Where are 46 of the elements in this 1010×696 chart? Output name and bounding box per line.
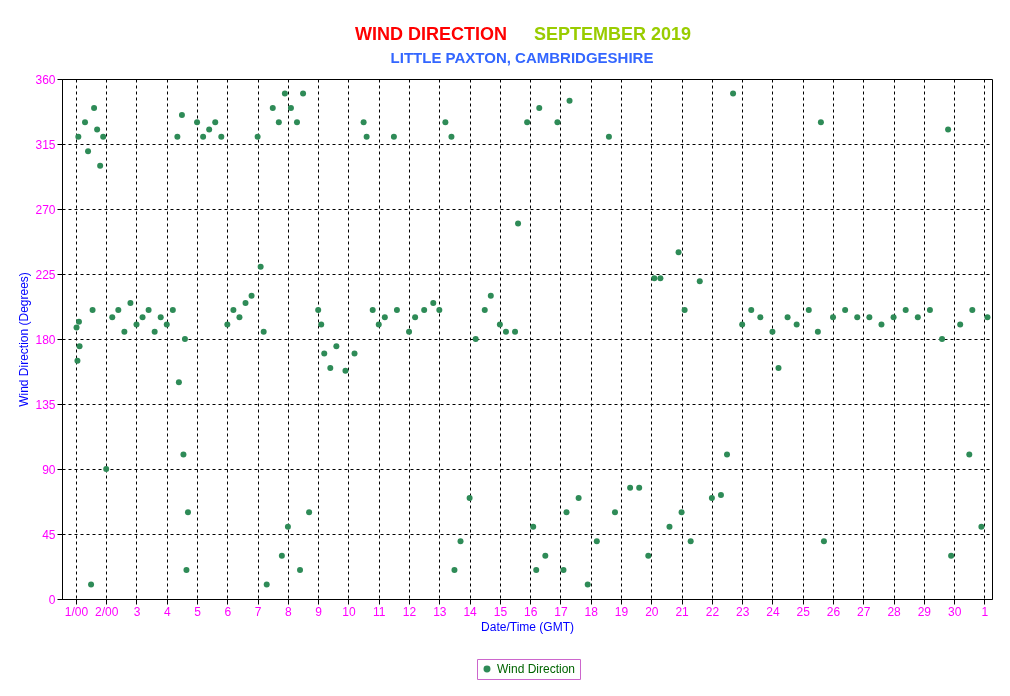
x-tick-label: 27 [857,604,871,619]
x-tick-label: 17 [554,604,568,619]
x-tick-label: 30 [947,604,962,619]
x-axis-title: Date/Time (GMT) [481,619,574,634]
chart-subtitle: LITTLE PAXTON, CAMBRIDGESHIRE [390,49,654,66]
x-tick-label: 7 [254,604,262,619]
x-tick-label: 24 [766,604,780,619]
x-tick-label: 26 [826,604,841,619]
x-tick-label: 18 [584,604,599,619]
x-tick-label: 1/00 [64,604,89,619]
y-tick-label: 225 [35,267,56,282]
x-tick-label: 12 [402,604,417,619]
y-tick-label: 180 [35,332,56,347]
text: SEPTEMBER 2019 [534,24,692,44]
x-tick-label: 13 [433,604,447,619]
x-tick-label: 29 [917,604,932,619]
x-tick-label: 9 [315,604,323,619]
y-tick-label: 45 [42,527,56,542]
x-tick-label: 3 [133,604,141,619]
x-tick-label: 28 [887,604,902,619]
x-tick-label: 2/00 [95,604,119,619]
x-tick-label: 19 [614,604,629,619]
y-tick-label: 135 [35,397,56,412]
x-tick-label: 15 [493,604,508,619]
x-tick-label: 1 [981,604,989,619]
y-tick-label: 270 [35,202,56,217]
x-tick-label: 8 [285,604,293,619]
x-tick-label: 11 [373,604,386,619]
y-axis-title: Wind Direction (Degrees) [17,272,32,407]
x-tick-label: 5 [194,604,202,619]
x-tick-label: 21 [675,604,690,619]
x-tick-label: 14 [463,604,478,619]
x-tick-label: 25 [796,604,811,619]
x-tick-label: 22 [705,604,720,619]
x-tick-label: 20 [645,604,659,619]
x-tick-label: 10 [342,604,356,619]
y-tick-label: 360 [35,72,56,87]
y-tick-label: 315 [35,137,56,152]
y-tick-label: 90 [42,462,56,477]
x-tick-label: 16 [524,604,538,619]
chart-title: WIND DIRECTION [355,24,507,44]
x-tick-label: 4 [163,604,171,619]
y-tick-label: 0 [48,592,56,607]
legend-label: Wind Direction [497,662,576,676]
x-tick-label: 23 [735,604,750,619]
x-tick-label: 6 [224,604,232,619]
